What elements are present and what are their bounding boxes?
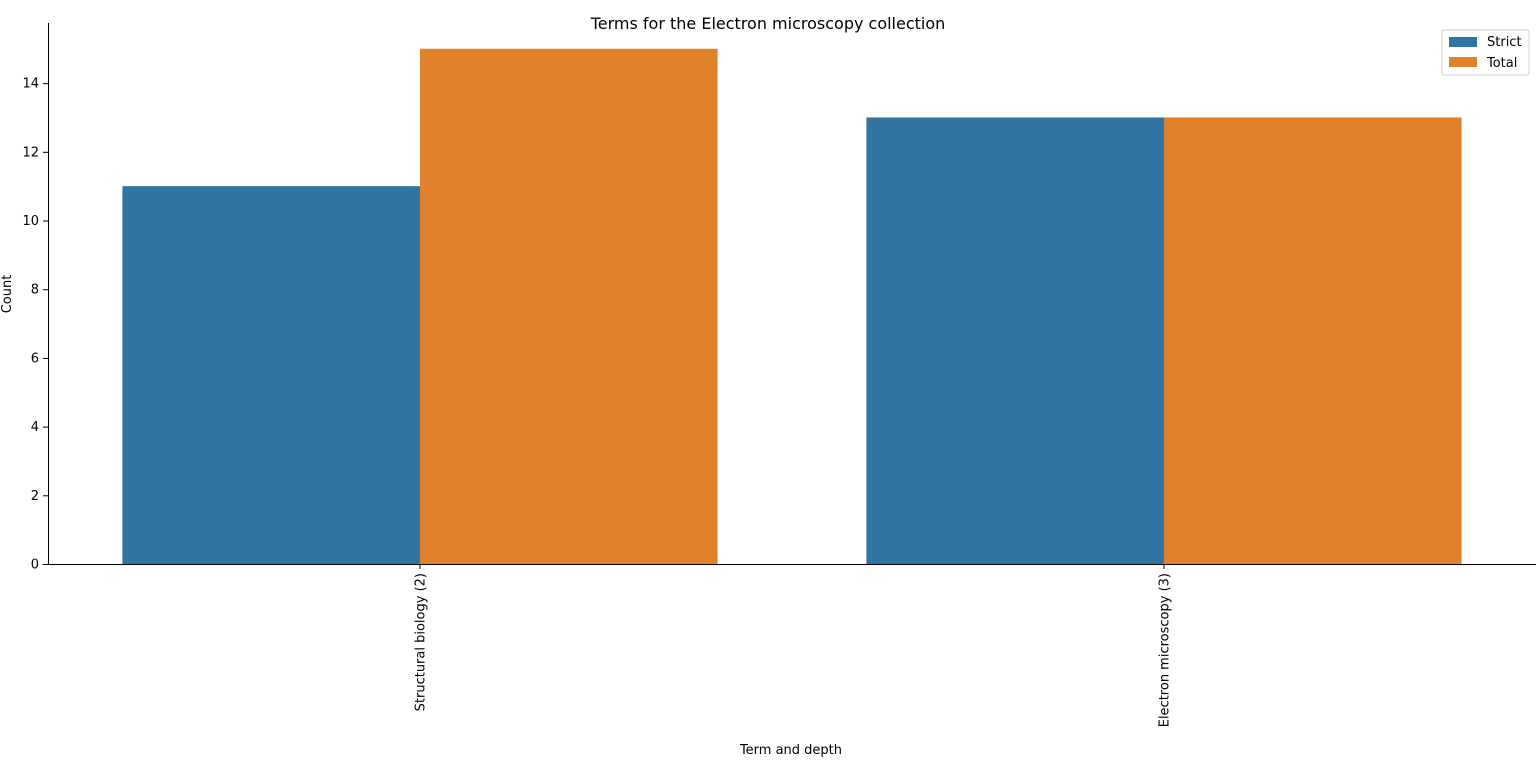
legend-label-strict: Strict [1487, 35, 1522, 50]
x-axis-title: Term and depth [739, 743, 842, 758]
x-tick-label: Structural biology (2) [414, 573, 429, 711]
legend-swatch-strict [1449, 37, 1477, 47]
y-tick-label: 12 [22, 145, 39, 160]
y-axis-title: Count [0, 275, 15, 314]
y-tick-label: 2 [31, 489, 39, 504]
bars-group [122, 48, 1462, 565]
y-tick-label: 10 [22, 214, 39, 229]
bar-strict-0 [122, 186, 421, 564]
bar-total-1 [1164, 117, 1462, 564]
legend-swatch-total [1449, 57, 1477, 67]
x-ticks-group: Structural biology (2) Electron microscop… [414, 564, 1173, 727]
x-tick-label: Electron microscopy (3) [1158, 573, 1173, 727]
bar-strict-1 [866, 117, 1164, 564]
y-tick-label: 8 [31, 283, 39, 298]
chart-title: Terms for the Electron microscopy collec… [590, 14, 946, 33]
y-ticks-group: 0 2 4 6 8 10 12 14 [22, 77, 48, 573]
y-tick-label: 4 [31, 420, 39, 435]
bar-total-0 [420, 48, 718, 565]
y-tick-label: 14 [22, 77, 39, 92]
legend-label-total: Total [1486, 56, 1517, 71]
y-tick-label: 0 [31, 558, 39, 573]
y-tick-label: 6 [31, 351, 39, 366]
legend: Strict Total [1441, 29, 1530, 76]
